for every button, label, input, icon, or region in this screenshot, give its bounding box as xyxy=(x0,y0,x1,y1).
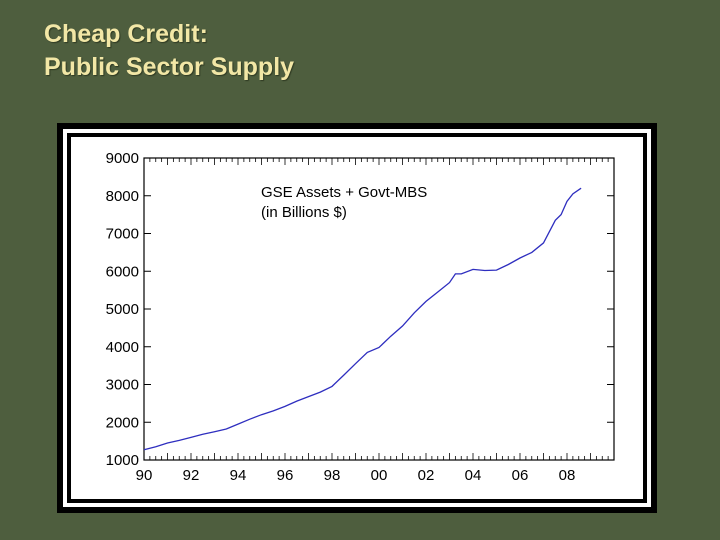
y-tick-label-3000: 3000 xyxy=(106,377,139,394)
x-tick-label-04: 04 xyxy=(465,467,482,484)
x-tick-label-94: 94 xyxy=(230,467,247,484)
x-tick-label-90: 90 xyxy=(136,467,153,484)
chart-annotation-line-2: (in Billions $) xyxy=(261,204,347,221)
x-tick-label-96: 96 xyxy=(277,467,294,484)
x-tick-label-98: 98 xyxy=(324,467,341,484)
x-tick-label-08: 08 xyxy=(559,467,576,484)
slide-title: Cheap Credit: Public Sector Supply xyxy=(44,18,294,84)
y-tick-label-9000: 9000 xyxy=(106,150,139,167)
x-tick-label-92: 92 xyxy=(183,467,200,484)
y-tick-label-8000: 8000 xyxy=(106,188,139,205)
y-tick-label-2000: 2000 xyxy=(106,414,139,431)
slide-title-line-2: Public Sector Supply xyxy=(44,53,295,81)
x-tick-label-02: 02 xyxy=(418,467,435,484)
y-tick-label-7000: 7000 xyxy=(106,226,139,243)
chart-annotation-line-1: GSE Assets + Govt-MBS xyxy=(261,184,427,201)
y-tick-label-4000: 4000 xyxy=(106,339,139,356)
y-tick-label-5000: 5000 xyxy=(106,301,139,318)
y-tick-label-6000: 6000 xyxy=(106,263,139,280)
chart-series xyxy=(143,187,582,451)
chart-frame-border: 1000 2000 3000 4000 5000 6000 7000 8000 9000 90 92… xyxy=(63,129,651,507)
plot-border xyxy=(143,157,615,461)
chart-frame-inner-border: 1000 2000 3000 4000 5000 6000 7000 8000 9000 90 92… xyxy=(67,133,647,503)
line-chart: 1000 2000 3000 4000 5000 6000 7000 8000 9000 90 92… xyxy=(106,150,615,484)
y-tick-label-1000: 1000 xyxy=(106,452,139,469)
slide-title-line-1: Cheap Credit: xyxy=(44,20,208,48)
x-tick-label-06: 06 xyxy=(512,467,529,484)
x-tick-label-00: 00 xyxy=(371,467,388,484)
chart-frame: 1000 2000 3000 4000 5000 6000 7000 8000 9000 90 92… xyxy=(57,123,657,513)
series-line-0 xyxy=(143,187,582,451)
chart-axes: 1000 2000 3000 4000 5000 6000 7000 8000 9000 90 92… xyxy=(106,150,615,484)
chart-area: 1000 2000 3000 4000 5000 6000 7000 8000 9000 90 92… xyxy=(71,137,643,499)
